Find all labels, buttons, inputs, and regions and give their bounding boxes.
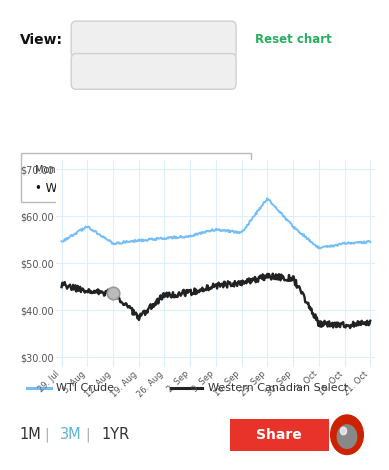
Text: Share: Share bbox=[256, 428, 302, 442]
FancyBboxPatch shape bbox=[71, 21, 236, 58]
Text: ↕: ↕ bbox=[220, 66, 228, 77]
Text: WTI Crude: WTI Crude bbox=[93, 35, 151, 45]
Text: Reset chart: Reset chart bbox=[255, 33, 331, 47]
Text: |: | bbox=[86, 428, 90, 442]
Text: Monday, Aug 12, 2019: Monday, Aug 12, 2019 bbox=[35, 165, 145, 175]
Text: WTI Crude: WTI Crude bbox=[56, 383, 114, 393]
Text: |: | bbox=[45, 428, 49, 442]
Text: 1YR: 1YR bbox=[101, 427, 130, 442]
Circle shape bbox=[331, 415, 363, 454]
Text: 43.68: 43.68 bbox=[177, 181, 214, 195]
Text: • Western Canadian Select:: • Western Canadian Select: bbox=[35, 181, 202, 195]
Text: 1M: 1M bbox=[19, 427, 41, 442]
Circle shape bbox=[340, 427, 347, 435]
FancyBboxPatch shape bbox=[71, 54, 236, 89]
Text: ↕: ↕ bbox=[220, 35, 228, 45]
Text: View:: View: bbox=[19, 33, 63, 47]
Text: Western Canadian Select: Western Canadian Select bbox=[208, 383, 348, 393]
Circle shape bbox=[337, 425, 357, 448]
FancyBboxPatch shape bbox=[230, 419, 329, 451]
Text: 3M: 3M bbox=[60, 427, 82, 442]
Text: Western Canadiai: Western Canadiai bbox=[93, 66, 191, 77]
FancyBboxPatch shape bbox=[21, 153, 251, 202]
